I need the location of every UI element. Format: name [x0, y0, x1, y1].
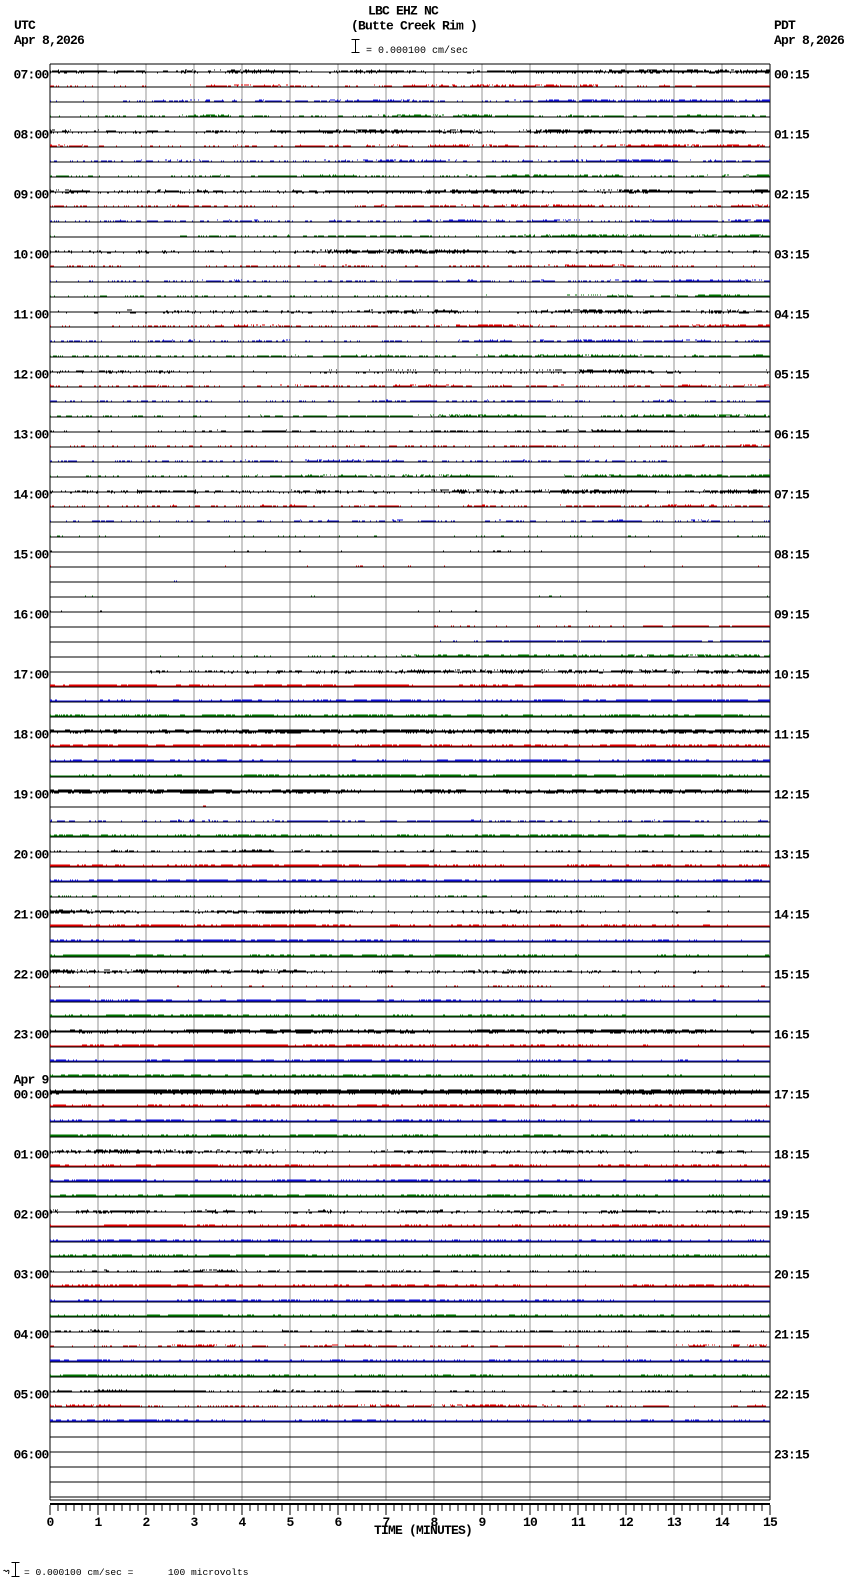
svg-text:(Butte Creek Rim ): (Butte Creek Rim )	[351, 19, 477, 34]
svg-text:14:00: 14:00	[14, 488, 50, 503]
svg-text:02:00: 02:00	[14, 1208, 50, 1223]
svg-text:18:00: 18:00	[14, 728, 50, 743]
svg-text:07:15: 07:15	[774, 488, 810, 503]
svg-text:04:15: 04:15	[774, 308, 810, 323]
svg-text:10:15: 10:15	[774, 668, 810, 683]
svg-text:= 0.000100 cm/sec = 100 m: = 0.000100 cm/sec = 100 microvolts	[24, 1567, 249, 1578]
svg-text:13: 13	[667, 1515, 682, 1530]
svg-text:18:15: 18:15	[774, 1148, 810, 1163]
svg-text:14:15: 14:15	[774, 908, 810, 923]
svg-text:15:15: 15:15	[774, 968, 810, 983]
svg-text:00:15: 00:15	[774, 68, 810, 83]
svg-text:16:00: 16:00	[14, 608, 50, 623]
svg-text:09:00: 09:00	[14, 188, 50, 203]
svg-text:= 0.000100 cm/sec: = 0.000100 cm/sec	[366, 45, 468, 57]
svg-text:21:15: 21:15	[774, 1328, 810, 1343]
svg-text:17:00: 17:00	[14, 668, 50, 683]
svg-text:19:00: 19:00	[14, 788, 50, 803]
svg-text:10:00: 10:00	[14, 248, 50, 263]
svg-text:12:15: 12:15	[774, 788, 810, 803]
svg-text:00:00: 00:00	[14, 1088, 50, 1103]
svg-text:Apr 9: Apr 9	[14, 1073, 50, 1088]
svg-text:0: 0	[46, 1515, 54, 1530]
svg-text:06:00: 06:00	[14, 1448, 50, 1463]
svg-text:12: 12	[619, 1515, 634, 1530]
svg-text:01:15: 01:15	[774, 128, 810, 143]
svg-text:08:15: 08:15	[774, 548, 810, 563]
svg-text:7: 7	[382, 1515, 389, 1530]
svg-text:21:00: 21:00	[14, 908, 50, 923]
svg-text:13:00: 13:00	[14, 428, 50, 443]
svg-text:TIME (MINUTES): TIME (MINUTES)	[374, 1523, 472, 1538]
svg-text:10: 10	[523, 1515, 538, 1530]
svg-text:15: 15	[763, 1515, 778, 1530]
svg-text:17:15: 17:15	[774, 1088, 810, 1103]
svg-text:11:00: 11:00	[14, 308, 50, 323]
svg-text:01:00: 01:00	[14, 1148, 50, 1163]
svg-text:3: 3	[190, 1515, 198, 1530]
svg-text:20:00: 20:00	[14, 848, 50, 863]
svg-text:5: 5	[286, 1515, 294, 1530]
svg-text:20:15: 20:15	[774, 1268, 810, 1283]
svg-text:06:15: 06:15	[774, 428, 810, 443]
svg-text:16:15: 16:15	[774, 1028, 810, 1043]
svg-text:PDT: PDT	[774, 18, 796, 33]
svg-text:11: 11	[571, 1515, 586, 1530]
svg-text:09:15: 09:15	[774, 608, 810, 623]
svg-text:22:00: 22:00	[14, 968, 50, 983]
svg-text:07:00: 07:00	[14, 68, 50, 83]
svg-text:11:15: 11:15	[774, 728, 810, 743]
svg-text:6: 6	[334, 1515, 342, 1530]
svg-text:08:00: 08:00	[14, 128, 50, 143]
svg-text:05:00: 05:00	[14, 1388, 50, 1403]
svg-text:2: 2	[142, 1515, 150, 1530]
svg-text:LBC EHZ NC: LBC EHZ NC	[368, 4, 439, 19]
svg-text:12:00: 12:00	[14, 368, 50, 383]
svg-text:23:00: 23:00	[14, 1028, 50, 1043]
svg-text:1: 1	[94, 1515, 102, 1530]
svg-text:19:15: 19:15	[774, 1208, 810, 1223]
svg-text:15:00: 15:00	[14, 548, 50, 563]
svg-text:05:15: 05:15	[774, 368, 810, 383]
svg-text:UTC: UTC	[14, 18, 36, 33]
svg-text:4: 4	[238, 1515, 246, 1530]
svg-text:23:15: 23:15	[774, 1448, 810, 1463]
svg-text:22:15: 22:15	[774, 1388, 810, 1403]
svg-text:03:15: 03:15	[774, 248, 810, 263]
svg-text:9: 9	[478, 1515, 486, 1530]
svg-text:14: 14	[715, 1515, 730, 1530]
svg-text:Apr 8,2026: Apr 8,2026	[14, 33, 85, 48]
svg-text:04:00: 04:00	[14, 1328, 50, 1343]
svg-text:13:15: 13:15	[774, 848, 810, 863]
svg-text:Apr 8,2026: Apr 8,2026	[774, 33, 845, 48]
svg-text:8: 8	[430, 1515, 438, 1530]
svg-text:02:15: 02:15	[774, 188, 810, 203]
svg-text:03:00: 03:00	[14, 1268, 50, 1283]
